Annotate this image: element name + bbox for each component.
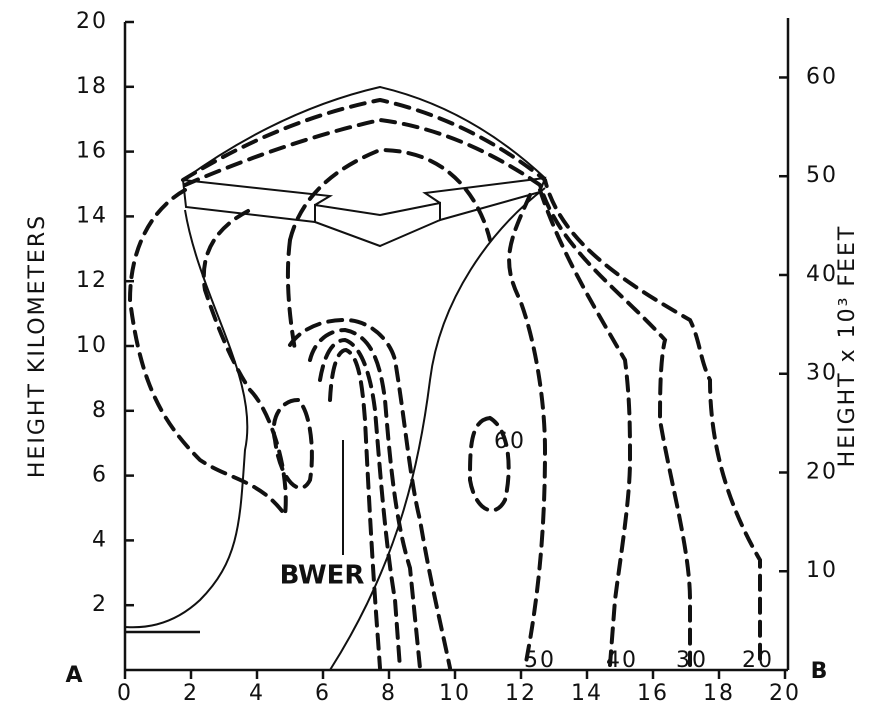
y-left-tick-label: 2 — [92, 592, 108, 617]
y-right-tick-label: 40 — [806, 262, 838, 287]
y-left-tick-label: 14 — [76, 203, 108, 228]
x-tick-label: 2 — [183, 681, 199, 706]
x-tick-label: 10 — [439, 681, 471, 706]
contour-label: 20 — [742, 648, 774, 673]
y-left-tick-label: 16 — [76, 139, 108, 164]
storm-diagram: HEIGHT KILOMETERS HEIGHT x 10³ FEET A B … — [0, 0, 885, 706]
y-left-tick-label: 6 — [92, 463, 108, 488]
contour-label: 50 — [524, 648, 556, 673]
contour-cell — [274, 400, 312, 488]
y-left-label: HEIGHT KILOMETERS — [25, 214, 50, 478]
contour-inner-left — [288, 240, 295, 350]
contour-core-outer — [290, 320, 450, 668]
x-tick-label: 12 — [505, 681, 537, 706]
contour-left — [130, 190, 286, 515]
y-right-tick-label: 20 — [806, 459, 838, 484]
y-right-label: HEIGHT x 10³ FEET — [835, 225, 860, 468]
y-right-tick-label: 50 — [806, 163, 838, 188]
x-tick-label: 14 — [571, 681, 603, 706]
y-left-tick-label: 18 — [76, 74, 108, 99]
contour-core-2 — [310, 330, 420, 668]
contour-label: 40 — [606, 648, 638, 673]
contour-label: 30 — [676, 648, 708, 673]
x-tick-label: 0 — [117, 681, 133, 706]
envelope-left — [125, 210, 247, 627]
x-tick-label: 20 — [769, 681, 801, 706]
contour-label: 60 — [494, 429, 526, 454]
envelope-top — [183, 87, 545, 180]
y-left-tick-label: 8 — [92, 398, 108, 423]
vault-center — [315, 203, 440, 246]
x-tick-label: 4 — [249, 681, 265, 706]
y-left-tick-label: 10 — [76, 333, 108, 358]
x-tick-label: 18 — [703, 681, 735, 706]
corner-label: B — [811, 659, 830, 684]
contour-20 — [183, 100, 760, 665]
vault-left — [183, 180, 330, 222]
corner-label: A — [65, 663, 84, 688]
y-left-tick-label: 20 — [76, 9, 108, 34]
y-right-tick-label: 60 — [806, 64, 838, 89]
annotation: BWER — [280, 561, 365, 591]
y-left-tick-label: 12 — [76, 268, 108, 293]
x-tick-label: 16 — [637, 681, 669, 706]
y-right-tick-label: 30 — [806, 361, 838, 386]
x-tick-label: 8 — [381, 681, 397, 706]
y-right-tick-label: 10 — [806, 558, 838, 583]
y-left-tick-label: 4 — [92, 527, 108, 552]
x-tick-label: 6 — [315, 681, 331, 706]
